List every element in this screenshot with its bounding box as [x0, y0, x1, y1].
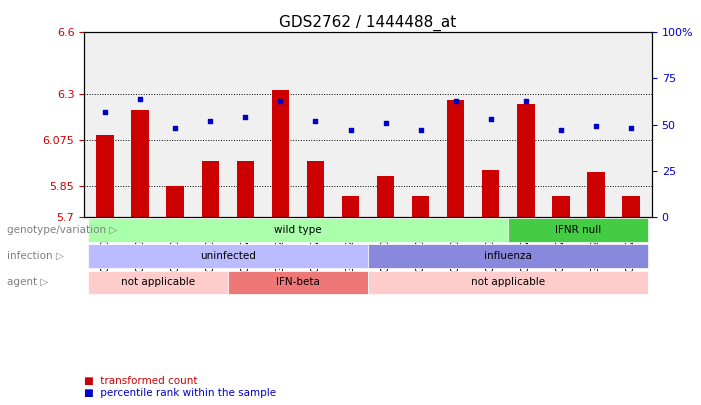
Text: IFNR null: IFNR null [555, 225, 601, 235]
Point [485, 116, 496, 122]
Point [380, 119, 391, 126]
Bar [377, 176, 394, 217]
FancyBboxPatch shape [508, 218, 648, 242]
Point [310, 117, 321, 124]
Bar [412, 196, 429, 217]
Bar [517, 104, 535, 217]
FancyBboxPatch shape [368, 271, 648, 294]
Bar [552, 196, 569, 217]
Text: IFN-beta: IFN-beta [276, 277, 320, 288]
Text: agent ▷: agent ▷ [7, 277, 48, 288]
Bar [482, 170, 499, 217]
FancyBboxPatch shape [88, 218, 508, 242]
Text: not applicable: not applicable [121, 277, 195, 288]
Bar [272, 90, 289, 217]
Point [100, 109, 111, 115]
Point [625, 125, 637, 132]
FancyBboxPatch shape [88, 244, 368, 268]
Bar [167, 186, 184, 217]
Point [555, 127, 566, 133]
Text: ■  percentile rank within the sample: ■ percentile rank within the sample [84, 388, 276, 398]
FancyBboxPatch shape [88, 271, 228, 294]
Bar [587, 172, 605, 217]
Point [170, 125, 181, 132]
Bar [307, 161, 324, 217]
Bar [202, 161, 219, 217]
Title: GDS2762 / 1444488_at: GDS2762 / 1444488_at [280, 15, 456, 31]
Text: not applicable: not applicable [471, 277, 545, 288]
Bar [622, 196, 640, 217]
Text: wild type: wild type [274, 225, 322, 235]
Point [415, 127, 426, 133]
Point [275, 97, 286, 104]
Bar [447, 100, 465, 217]
Text: uninfected: uninfected [200, 251, 256, 261]
Bar [132, 110, 149, 217]
Bar [342, 196, 359, 217]
Text: ■  transformed count: ■ transformed count [84, 376, 198, 386]
Point [450, 97, 461, 104]
Point [240, 114, 251, 120]
Point [520, 97, 531, 104]
Text: infection ▷: infection ▷ [7, 251, 64, 261]
Point [135, 96, 146, 102]
Text: genotype/variation ▷: genotype/variation ▷ [7, 225, 117, 235]
Point [590, 123, 601, 130]
Bar [96, 135, 114, 217]
Point [205, 117, 216, 124]
FancyBboxPatch shape [368, 244, 648, 268]
Point [345, 127, 356, 133]
Text: influenza: influenza [484, 251, 532, 261]
Bar [237, 161, 254, 217]
FancyBboxPatch shape [228, 271, 368, 294]
